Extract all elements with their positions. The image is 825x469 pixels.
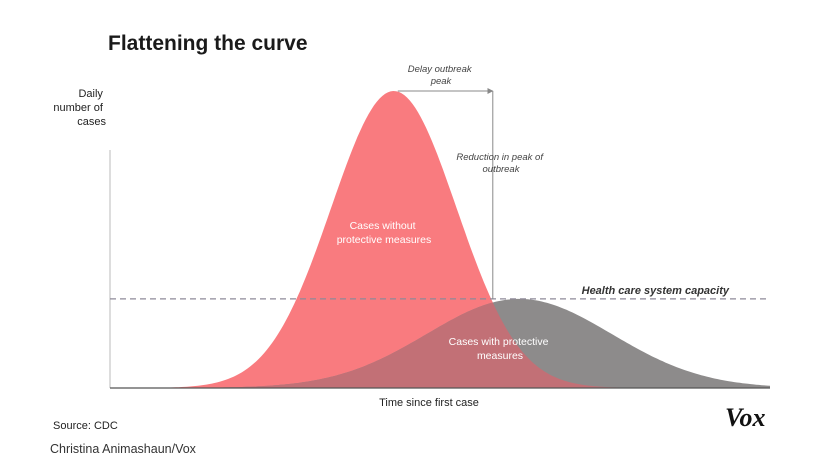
chart-title: Flattening the curve [108,32,308,55]
reduction-annotation-line-2: outbreak [483,164,521,175]
series-label-without-line-2: protective measures [337,234,432,246]
reduction-annotation: Reduction in peak of outbreak [456,152,545,175]
reduction-annotation-line-1: Reduction in peak of [456,152,544,163]
vox-logo: Vox [725,403,765,432]
curve-areas [110,91,770,388]
x-axis-label: Time since first case [379,397,479,409]
series-label-with-line-1: Cases with protective [449,336,549,348]
delay-annotation-line-1: Delay outbreak [408,64,473,75]
series-label-with-line-2: measures [477,350,523,362]
y-axis-label-line-1: Daily [78,88,103,100]
y-axis-label-line-3: cases [77,116,106,128]
photo-credit: Christina Animashaun/Vox [50,442,196,456]
delay-annotation: Delay outbreak peak [408,64,475,87]
series-label-without-measures: Cases without protective measures [337,220,432,246]
series-label-with-measures: Cases with protective measures [449,336,552,362]
capacity-label: Health care system capacity [582,285,730,297]
y-axis-label: Daily number of cases [53,88,106,128]
y-axis-label-line-2: number of [53,102,103,114]
area-without-measures [110,91,770,388]
series-label-without-line-1: Cases without [350,220,416,232]
source-note: Source: CDC [53,420,118,432]
delay-annotation-line-2: peak [430,76,453,87]
